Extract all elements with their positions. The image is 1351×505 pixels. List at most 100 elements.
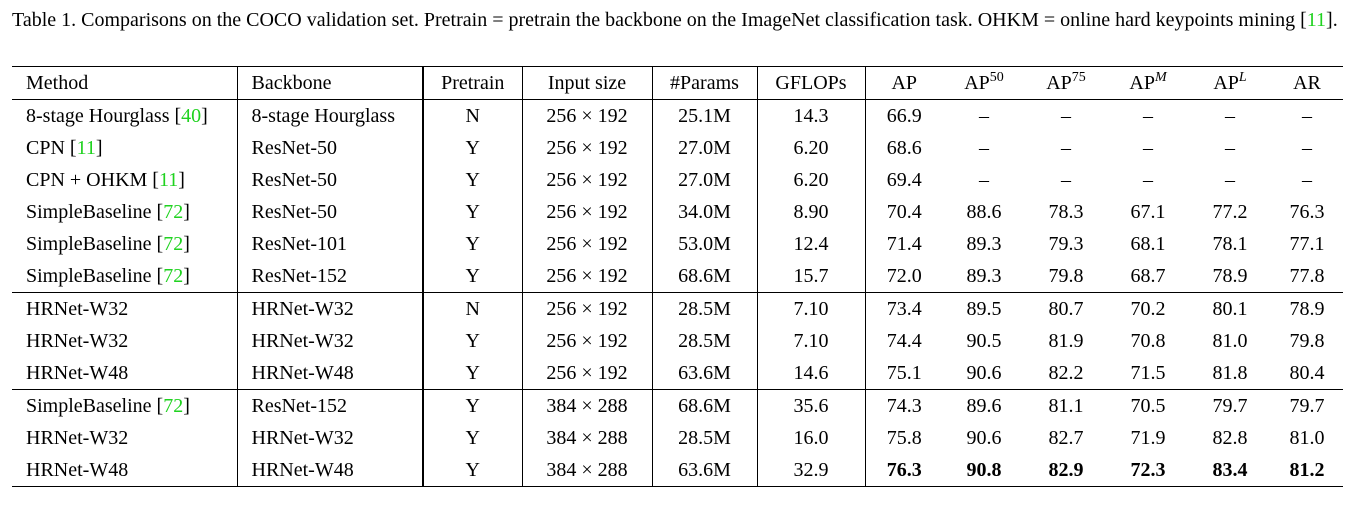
cell-text: 81.8 <box>1212 361 1248 384</box>
cell-text: N <box>465 297 480 320</box>
table-cell: 8-stage Hourglass <box>237 99 424 132</box>
table-cell: 89.3 <box>943 228 1025 260</box>
table-cell: 79.8 <box>1025 260 1107 293</box>
cell-text: – <box>1143 168 1153 191</box>
caption-text: ]. <box>1326 9 1338 31</box>
cell-text: 69.4 <box>886 168 922 191</box>
table-cell: ResNet-50 <box>237 132 424 164</box>
header-cell: APM <box>1107 67 1189 100</box>
table-cell: HRNet-W32 <box>237 292 424 325</box>
cell-text: 88.6 <box>966 200 1002 223</box>
header-text: Method <box>26 71 89 94</box>
table-cell: 66.9 <box>865 100 943 133</box>
table-cell: Y <box>423 228 523 260</box>
cell-text: 90.8 <box>966 458 1002 481</box>
cell-text: HRNet-W48 <box>26 458 129 481</box>
cell-text: 35.6 <box>793 394 829 417</box>
cell-text: HRNet-W48 <box>26 361 129 384</box>
header-cell: AP75 <box>1025 67 1107 100</box>
cell-text: ResNet-50 <box>251 168 338 191</box>
table-cell: 79.7 <box>1271 390 1343 423</box>
citation: 11 <box>158 168 179 191</box>
table-cell: N <box>423 292 523 325</box>
cell-text: 70.2 <box>1130 297 1166 320</box>
cell-text: 79.3 <box>1048 232 1084 255</box>
table-cell: 81.1 <box>1025 390 1107 423</box>
cell-text: 82.2 <box>1048 361 1084 384</box>
cell-text: 68.6M <box>678 264 731 287</box>
cell-text: ] <box>183 394 190 417</box>
citation: 72 <box>163 200 184 223</box>
cell-text: 77.1 <box>1289 232 1325 255</box>
table-row: HRNet-W32 HRNet-W32 Y 384 × 288 28.5M 16.0 75.… <box>12 422 1343 454</box>
table-cell: 34.0M <box>652 196 758 228</box>
table-cell: 70.2 <box>1107 293 1189 326</box>
cell-text: 256 × 192 <box>546 264 628 287</box>
cell-text: 90.6 <box>966 361 1002 384</box>
cell-text: – <box>1225 136 1235 159</box>
cell-text: 8-stage Hourglass <box>251 104 396 127</box>
table-cell: 25.1M <box>652 99 758 132</box>
cell-text: ResNet-50 <box>251 200 338 223</box>
table-cell: 80.7 <box>1025 293 1107 326</box>
table-cell: 75.8 <box>865 422 943 454</box>
table-cell: 71.5 <box>1107 357 1189 390</box>
superscript: 50 <box>989 69 1004 85</box>
table-row: HRNet-W32 HRNet-W32 Y 256 × 192 28.5M 7.10 74.… <box>12 325 1343 357</box>
cell-text: 32.9 <box>793 458 829 481</box>
table-cell: 75.1 <box>865 357 943 390</box>
table-cell: 6.20 <box>757 164 866 196</box>
table-cell: 256 × 192 <box>522 164 653 196</box>
table-cell: 72.0 <box>865 260 943 293</box>
cell-text: SimpleBaseline [ <box>26 264 164 287</box>
cell-text: ] <box>183 232 190 255</box>
cell-text: 76.3 <box>886 458 922 481</box>
cell-text: 256 × 192 <box>546 297 628 320</box>
caption: Table 1. Comparisons on the COCO validat… <box>12 6 1347 35</box>
table-cell: 81.0 <box>1271 422 1343 454</box>
table-cell: 78.9 <box>1271 293 1343 326</box>
table-cell: 67.1 <box>1107 196 1189 228</box>
table-cell: Y <box>423 422 523 454</box>
table-cell: ResNet-152 <box>237 389 424 422</box>
cell-text: – <box>1143 136 1153 159</box>
table-cell: Y <box>423 454 523 487</box>
table-cell: 14.3 <box>757 99 866 132</box>
cell-text: 78.1 <box>1212 232 1248 255</box>
table-cell: 88.6 <box>943 196 1025 228</box>
table-cell: 256 × 192 <box>522 260 653 293</box>
table-cell: 78.1 <box>1189 228 1271 260</box>
table-cell: – <box>1025 132 1107 164</box>
cell-text: Y <box>465 200 480 223</box>
cell-text: ] <box>183 264 190 287</box>
table-cell: Y <box>423 260 523 293</box>
cell-text: 77.2 <box>1212 200 1248 223</box>
cell-text: 6.20 <box>793 136 829 159</box>
header-cell: APL <box>1189 67 1271 100</box>
table-cell: – <box>943 100 1025 133</box>
table-cell: 28.5M <box>652 325 758 357</box>
table-cell: 28.5M <box>652 422 758 454</box>
table-cell: – <box>943 132 1025 164</box>
cell-text: 89.5 <box>966 297 1002 320</box>
table-cell: 384 × 288 <box>522 422 653 454</box>
table-cell: 90.6 <box>943 422 1025 454</box>
header-text: AP <box>1213 71 1239 94</box>
table-cell: 35.6 <box>757 389 866 422</box>
cell-text: 71.5 <box>1130 361 1166 384</box>
table-cell: – <box>1271 164 1343 196</box>
table-cell: 8-stage Hourglass [40] <box>12 99 238 132</box>
cell-text: 74.4 <box>886 329 922 352</box>
table-cell: 256 × 192 <box>522 99 653 132</box>
table-cell: 70.4 <box>865 196 943 228</box>
table-row: HRNet-W48 HRNet-W48 Y 256 × 192 63.6M 14.6 75.… <box>12 357 1343 390</box>
cell-text: 12.4 <box>793 232 829 255</box>
table-cell: ResNet-50 <box>237 196 424 228</box>
cell-text: 90.5 <box>966 329 1002 352</box>
cell-text: 68.6 <box>886 136 922 159</box>
table-cell: 77.1 <box>1271 228 1343 260</box>
table-cell: 90.5 <box>943 325 1025 357</box>
table-cell: – <box>1189 100 1271 133</box>
table-row: SimpleBaseline [72] ResNet-152 Y 384 × 288 6… <box>12 389 1343 423</box>
citation: 40 <box>181 104 202 127</box>
